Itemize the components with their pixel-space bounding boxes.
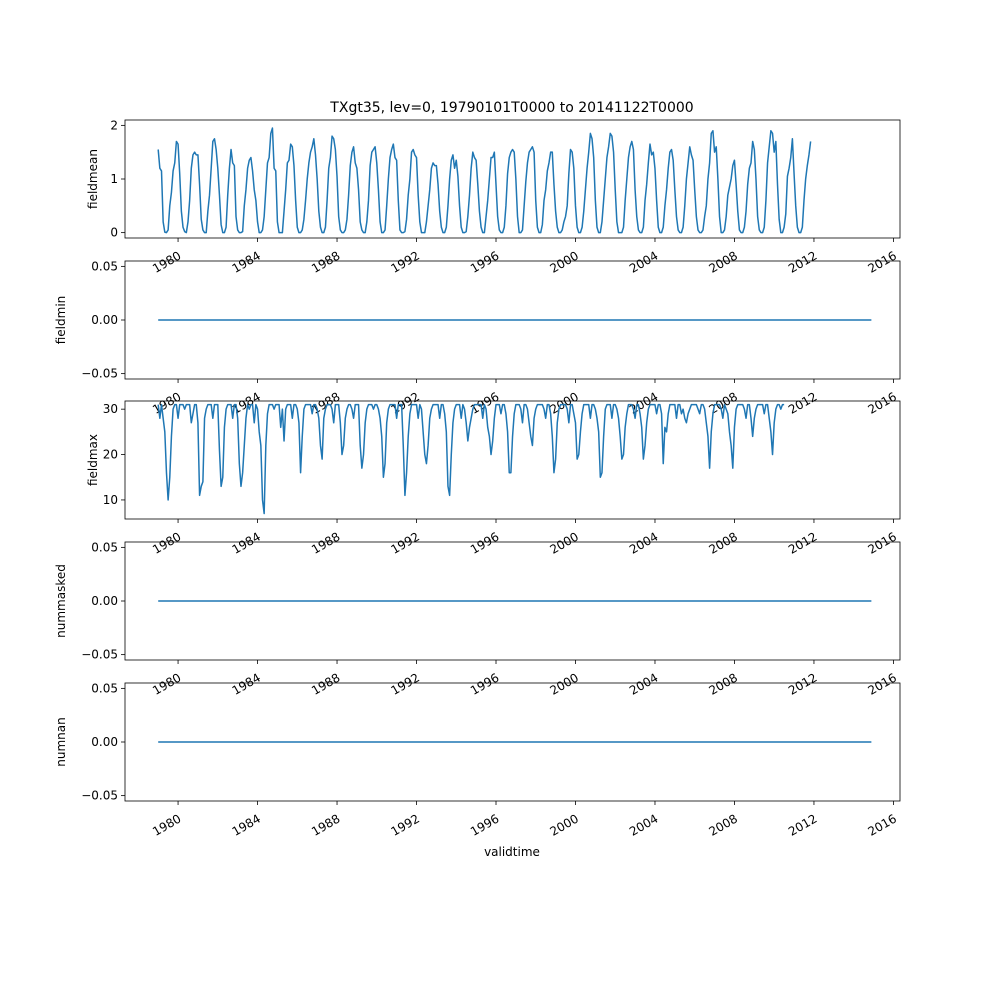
y-tick-label: 0 <box>110 226 118 240</box>
y-axis-label: fieldmin <box>54 296 68 345</box>
y-tick-label: 0.00 <box>91 735 118 749</box>
y-tick-label: −0.05 <box>81 367 118 381</box>
y-tick-label: −0.05 <box>81 648 118 662</box>
y-tick-label: 0.05 <box>91 681 118 695</box>
y-axis-label: fieldmax <box>86 434 100 486</box>
y-tick-label: 0.00 <box>91 313 118 327</box>
y-tick-label: 10 <box>103 493 118 507</box>
y-tick-label: 20 <box>103 448 118 462</box>
y-tick-label: 0.05 <box>91 540 118 554</box>
axes-frame <box>124 400 901 520</box>
y-tick-label: 2 <box>110 118 118 132</box>
y-axis-label: numnan <box>54 717 68 766</box>
y-axis-label: nummasked <box>54 564 68 638</box>
y-tick-label: 0.00 <box>91 594 118 608</box>
series-line-fieldmean <box>157 127 812 234</box>
series-line-fieldmax <box>157 403 785 515</box>
y-tick-label: −0.05 <box>81 789 118 803</box>
figure-title: TXgt35, lev=0, 19790101T0000 to 20141122… <box>329 100 693 116</box>
y-axis-label: fieldmean <box>86 149 100 209</box>
y-tick-label: 0.05 <box>91 259 118 273</box>
y-tick-label: 1 <box>110 172 118 186</box>
x-axis-label: validtime <box>484 845 540 859</box>
y-tick-label: 30 <box>103 402 118 416</box>
